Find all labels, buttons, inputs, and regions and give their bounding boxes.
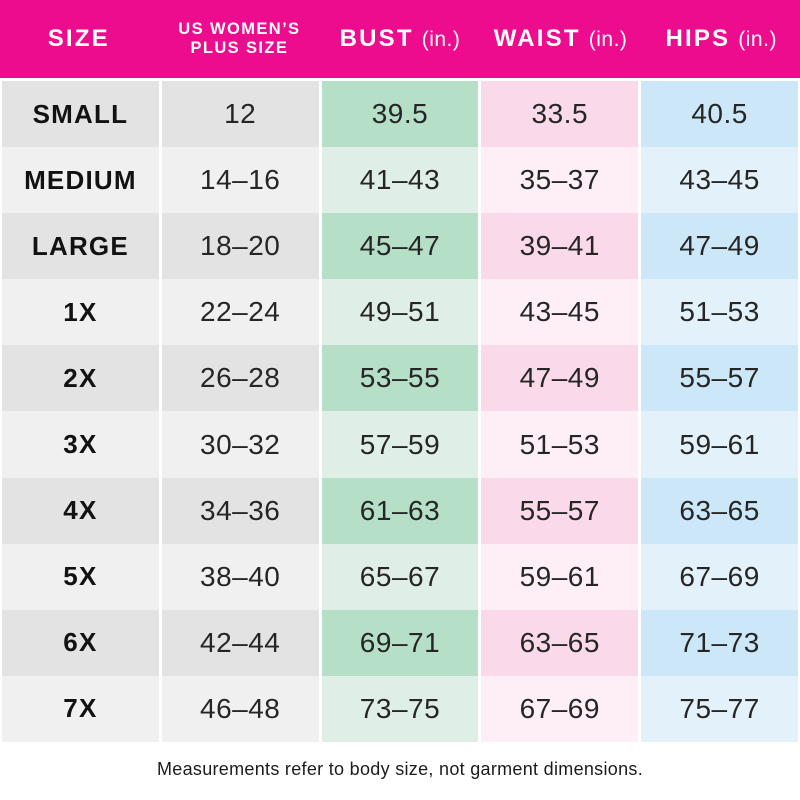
cell-waist: 35–37 xyxy=(481,147,639,214)
cell-waist: 55–57 xyxy=(481,477,639,544)
size-chart-table: SMALL 12 39.5 33.5 40.5 MEDIUM 14–16 41–… xyxy=(0,81,800,742)
header-label-plus-size: US WOMEN’S PLUS SIZE xyxy=(178,20,301,57)
cell-plus-size: 12 xyxy=(161,81,319,148)
cell-plus-size: 42–44 xyxy=(161,609,319,676)
table-row: LARGE 18–20 45–47 39–41 47–49 xyxy=(0,213,800,280)
cell-waist: 47–49 xyxy=(481,345,639,412)
table-row: MEDIUM 14–16 41–43 35–37 43–45 xyxy=(0,147,800,214)
cell-plus-size: 18–20 xyxy=(161,213,319,280)
cell-hips: 51–53 xyxy=(641,279,798,346)
table-row: 1X 22–24 49–51 43–45 51–53 xyxy=(0,279,800,346)
header-label-size: SIZE xyxy=(47,25,110,53)
table-row: 4X 34–36 61–63 55–57 63–65 xyxy=(0,477,800,544)
cell-size: 1X xyxy=(2,279,159,346)
cell-size: 3X xyxy=(2,411,159,478)
cell-size: 4X xyxy=(2,477,159,544)
cell-plus-size: 22–24 xyxy=(161,279,319,346)
table-row: 6X 42–44 69–71 63–65 71–73 xyxy=(0,609,800,676)
cell-bust: 65–67 xyxy=(321,543,479,610)
footnote: Measurements refer to body size, not gar… xyxy=(156,758,644,779)
table-row: 2X 26–28 53–55 47–49 55–57 xyxy=(0,345,800,412)
cell-bust: 49–51 xyxy=(321,279,479,346)
cell-bust: 73–75 xyxy=(321,675,479,742)
cell-size: 2X xyxy=(2,345,159,412)
cell-bust: 53–55 xyxy=(321,345,479,412)
table-row: 5X 38–40 65–67 59–61 67–69 xyxy=(0,543,800,610)
header-cell-plus-size: US WOMEN’S PLUS SIZE xyxy=(161,0,319,78)
header-cell-bust: BUST (in.) xyxy=(321,0,479,78)
cell-size: 7X xyxy=(2,675,159,742)
table-header-row: SIZE US WOMEN’S PLUS SIZE BUST (in.) WAI… xyxy=(0,0,800,78)
cell-size: SMALL xyxy=(2,81,159,148)
cell-size: MEDIUM xyxy=(2,147,159,214)
cell-bust: 39.5 xyxy=(321,81,479,148)
cell-bust: 69–71 xyxy=(321,609,479,676)
cell-hips: 59–61 xyxy=(641,411,798,478)
cell-size: 6X xyxy=(2,609,159,676)
cell-plus-size: 30–32 xyxy=(161,411,319,478)
header-cell-size: SIZE xyxy=(0,0,158,78)
header-cell-waist: WAIST (in.) xyxy=(482,0,640,78)
cell-hips: 63–65 xyxy=(641,477,798,544)
table-row: SMALL 12 39.5 33.5 40.5 xyxy=(0,81,800,148)
cell-waist: 39–41 xyxy=(481,213,639,280)
header-label-hips: HIPS xyxy=(665,25,731,53)
cell-waist: 63–65 xyxy=(481,609,639,676)
cell-waist: 51–53 xyxy=(481,411,639,478)
cell-hips: 55–57 xyxy=(641,345,798,412)
cell-waist: 67–69 xyxy=(481,675,639,742)
header-unit-bust: (in.) xyxy=(421,28,461,52)
cell-plus-size: 46–48 xyxy=(161,675,319,742)
cell-plus-size: 38–40 xyxy=(161,543,319,610)
cell-hips: 43–45 xyxy=(641,147,798,214)
table-row: 3X 30–32 57–59 51–53 59–61 xyxy=(0,411,800,478)
cell-bust: 45–47 xyxy=(321,213,479,280)
header-label-bust: BUST xyxy=(339,25,414,53)
cell-hips: 40.5 xyxy=(641,81,798,148)
cell-waist: 33.5 xyxy=(481,81,639,148)
cell-waist: 43–45 xyxy=(481,279,639,346)
cell-size: LARGE xyxy=(2,213,159,280)
cell-waist: 59–61 xyxy=(481,543,639,610)
cell-hips: 47–49 xyxy=(641,213,798,280)
cell-hips: 71–73 xyxy=(641,609,798,676)
header-cell-hips: HIPS (in.) xyxy=(642,0,800,78)
cell-size: 5X xyxy=(2,543,159,610)
cell-bust: 57–59 xyxy=(321,411,479,478)
cell-bust: 41–43 xyxy=(321,147,479,214)
cell-bust: 61–63 xyxy=(321,477,479,544)
cell-plus-size: 34–36 xyxy=(161,477,319,544)
cell-plus-size: 14–16 xyxy=(161,147,319,214)
cell-plus-size: 26–28 xyxy=(161,345,319,412)
cell-hips: 67–69 xyxy=(641,543,798,610)
header-label-waist: WAIST xyxy=(493,25,581,53)
table-row: 7X 46–48 73–75 67–69 75–77 xyxy=(0,675,800,742)
header-unit-hips: (in.) xyxy=(738,28,777,52)
header-unit-waist: (in.) xyxy=(588,28,628,52)
cell-hips: 75–77 xyxy=(641,675,798,742)
